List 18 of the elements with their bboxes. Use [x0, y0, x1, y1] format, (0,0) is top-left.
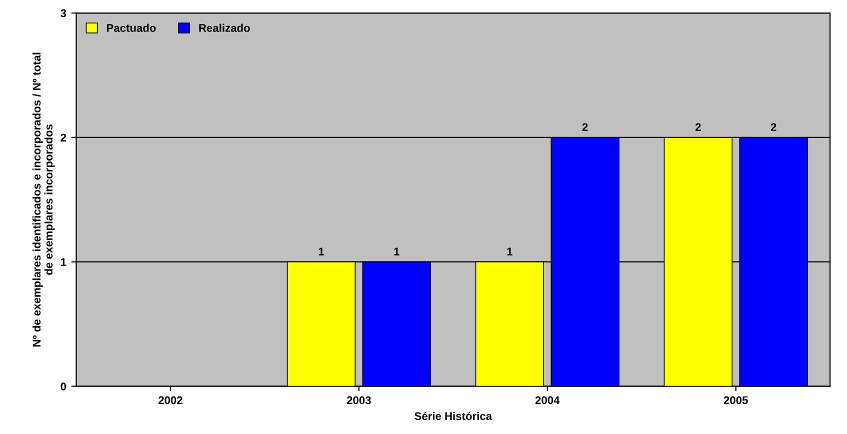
- data-label: 2: [582, 123, 588, 131]
- data-label: 2: [695, 123, 701, 131]
- legend-label: Realizado: [199, 24, 250, 32]
- x-tick-label: 2005: [724, 396, 748, 404]
- x-tick-label: 2003: [346, 396, 371, 404]
- data-label: 1: [394, 248, 400, 256]
- y-axis-title: Nº de exemplares identificados e incorporados / Nº total de exemplares incorporados: [32, 52, 55, 346]
- data-label: 2: [770, 123, 776, 131]
- data-label: 1: [507, 248, 512, 256]
- y-tick-label: 3: [60, 9, 66, 18]
- x-tick-label: 2004: [535, 396, 560, 404]
- data-label: 1: [318, 248, 324, 256]
- legend-label: Pactuado: [106, 24, 156, 32]
- y-tick-label: 0: [60, 382, 66, 390]
- x-axis-title: Série Histórica: [414, 412, 492, 420]
- y-tick-label: 2: [60, 134, 66, 142]
- y-tick-label: 1: [61, 258, 66, 266]
- x-tick-label: 2002: [158, 396, 182, 404]
